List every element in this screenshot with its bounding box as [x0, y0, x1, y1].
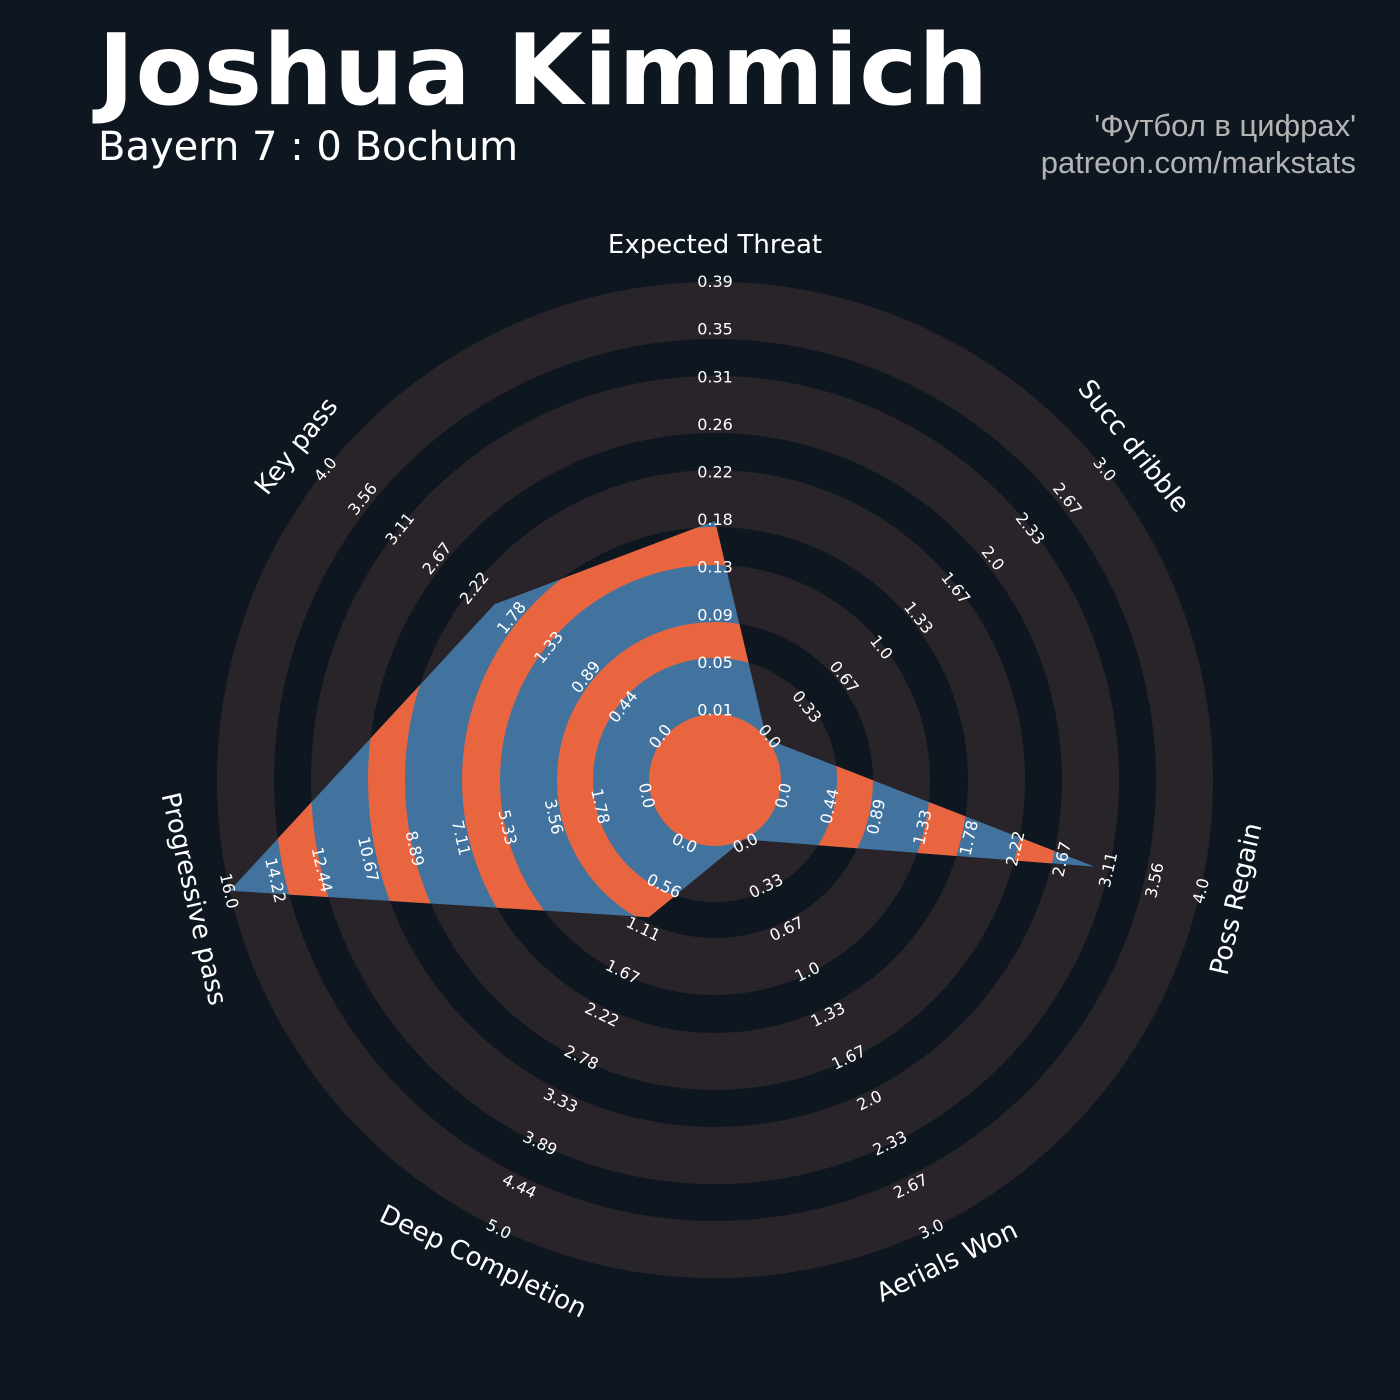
tick-label: 0.39: [697, 272, 733, 291]
tick-label: 0.09: [697, 605, 733, 624]
match-subtitle: Bayern 7 : 0 Bochum: [98, 124, 519, 170]
tick-label: 0.31: [697, 367, 733, 386]
player-name-title: Joshua Kimmich: [98, 14, 990, 128]
credit-line-2: patreon.com/markstats: [1040, 145, 1356, 180]
radar-polygon-fill: [229, 520, 1096, 918]
tick-label: 0.13: [697, 558, 733, 577]
tick-label: 0.35: [697, 320, 733, 339]
credit-line-1: 'Футбол в цифрах': [1094, 108, 1356, 143]
tick-label: 0.01: [697, 701, 733, 720]
center-circle: [649, 714, 781, 846]
param-label: Expected Threat: [608, 230, 822, 260]
tick-label: 0.22: [697, 463, 733, 482]
tick-label: 0.05: [697, 653, 733, 672]
tick-label: 0.18: [697, 510, 733, 529]
tick-label: 0.26: [697, 415, 733, 434]
param-label: Poss Regain: [1205, 820, 1269, 978]
radar-polygon: [229, 520, 1096, 918]
